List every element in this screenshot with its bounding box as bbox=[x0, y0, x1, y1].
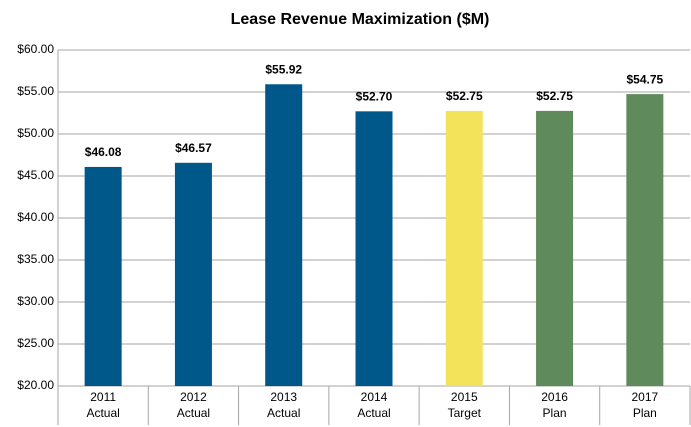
bar bbox=[536, 110, 574, 387]
x-tick-label: 2015 bbox=[451, 390, 478, 404]
x-tick-sublabel: Plan bbox=[633, 406, 657, 420]
y-tick-label: $20.00 bbox=[17, 378, 54, 392]
data-label: $52.75 bbox=[446, 89, 483, 103]
y-tick-label: $30.00 bbox=[17, 294, 54, 308]
x-tick-sublabel: Actual bbox=[357, 406, 390, 420]
x-tick-sublabel: Target bbox=[448, 406, 482, 420]
y-tick-label: $35.00 bbox=[17, 252, 54, 266]
x-tick-label: 2014 bbox=[361, 390, 388, 404]
bar bbox=[265, 84, 303, 386]
x-tick-sublabel: Actual bbox=[177, 406, 210, 420]
data-label: $55.92 bbox=[265, 62, 302, 76]
x-tick-sublabel: Actual bbox=[267, 406, 300, 420]
x-tick-label: 2017 bbox=[632, 390, 659, 404]
x-tick-sublabel: Actual bbox=[86, 406, 119, 420]
y-tick-label: $50.00 bbox=[17, 126, 54, 140]
y-tick-label: $60.00 bbox=[17, 42, 54, 56]
chart-title: Lease Revenue Maximization ($M) bbox=[231, 11, 490, 28]
data-label: $46.57 bbox=[175, 141, 212, 155]
bar bbox=[445, 110, 483, 387]
bar bbox=[626, 94, 664, 386]
bar bbox=[174, 162, 212, 386]
x-tick-label: 2012 bbox=[180, 390, 207, 404]
x-tick-label: 2013 bbox=[270, 390, 297, 404]
data-label: $52.75 bbox=[536, 89, 573, 103]
y-tick-label: $45.00 bbox=[17, 168, 54, 182]
data-label: $54.75 bbox=[627, 72, 664, 86]
bar bbox=[84, 166, 122, 386]
x-tick-sublabel: Plan bbox=[543, 406, 567, 420]
data-label: $52.70 bbox=[356, 89, 393, 103]
data-label: $46.08 bbox=[85, 145, 122, 159]
y-tick-label: $25.00 bbox=[17, 336, 54, 350]
bar bbox=[355, 111, 393, 386]
y-tick-label: $55.00 bbox=[17, 84, 54, 98]
x-tick-label: 2016 bbox=[541, 390, 568, 404]
x-tick-label: 2011 bbox=[90, 390, 116, 404]
y-tick-label: $40.00 bbox=[17, 210, 54, 224]
